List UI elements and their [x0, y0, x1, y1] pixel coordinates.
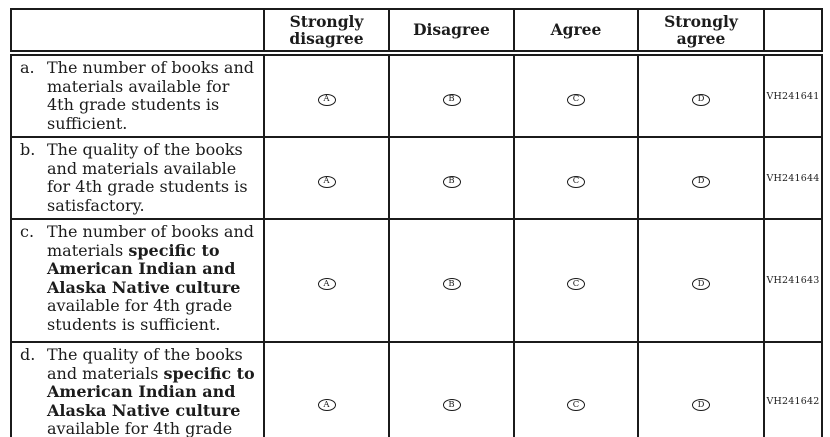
- answer-cell-disagree: B: [388, 218, 515, 343]
- header-disagree: Disagree: [388, 8, 515, 56]
- table-row: a. The number of books and materials avai…: [10, 52, 823, 138]
- header-strongly-disagree: Strongly disagree: [263, 8, 390, 56]
- header-strongly-agree: Strongly agree: [637, 8, 765, 56]
- statement-cell: b. The quality of the books and materials…: [10, 136, 265, 220]
- answer-bubble-c[interactable]: C: [567, 278, 585, 291]
- statement-text: The number of books and materials availa…: [47, 58, 254, 133]
- table-row: d. The quality of the books and materials…: [10, 341, 823, 437]
- answer-bubble-b[interactable]: B: [442, 399, 461, 412]
- header-code-cell: [763, 8, 823, 56]
- header-corner-cell: [10, 8, 265, 56]
- statement-text: The number of books and materials specif…: [47, 222, 254, 334]
- answer-cell-disagree: B: [388, 136, 515, 220]
- answer-bubble-b[interactable]: B: [442, 93, 461, 106]
- row-letter: c.: [20, 222, 35, 241]
- row-letter: d.: [20, 345, 36, 364]
- answer-bubble-a[interactable]: A: [317, 175, 336, 188]
- answer-cell-strongly-disagree: A: [263, 218, 390, 343]
- answer-cell-disagree: B: [388, 341, 515, 437]
- header-agree: Agree: [513, 8, 639, 56]
- table-header-row: Strongly disagree Disagree Agree Strongl…: [10, 8, 823, 56]
- answer-bubble-c[interactable]: C: [567, 175, 585, 188]
- answer-cell-strongly-disagree: A: [263, 136, 390, 220]
- answer-bubble-d[interactable]: D: [692, 175, 710, 188]
- answer-bubble-d[interactable]: D: [692, 278, 710, 291]
- statement-cell: a. The number of books and materials avai…: [10, 52, 265, 138]
- statement-cell: c. The number of books and materials spec…: [10, 218, 265, 343]
- answer-cell-strongly-disagree: A: [263, 52, 390, 138]
- answer-bubble-b[interactable]: B: [442, 278, 461, 291]
- answer-bubble-d[interactable]: D: [692, 93, 710, 106]
- variable-code: VH241641: [763, 52, 823, 138]
- answer-bubble-b[interactable]: B: [442, 175, 461, 188]
- variable-code: VH241643: [763, 218, 823, 343]
- answer-cell-agree: C: [513, 136, 639, 220]
- answer-bubble-c[interactable]: C: [567, 93, 585, 106]
- answer-cell-disagree: B: [388, 52, 515, 138]
- answer-bubble-a[interactable]: A: [317, 399, 336, 412]
- answer-bubble-c[interactable]: C: [567, 399, 585, 412]
- statement-text: The quality of the books and materials s…: [47, 345, 255, 437]
- variable-code: VH241644: [763, 136, 823, 220]
- variable-code: VH241642: [763, 341, 823, 437]
- answer-bubble-a[interactable]: A: [317, 278, 336, 291]
- answer-cell-strongly-agree: D: [637, 218, 765, 343]
- table-row: c. The number of books and materials spec…: [10, 218, 823, 343]
- row-letter: b.: [20, 140, 36, 159]
- answer-bubble-d[interactable]: D: [692, 399, 710, 412]
- answer-cell-strongly-agree: D: [637, 341, 765, 437]
- answer-cell-agree: C: [513, 341, 639, 437]
- answer-bubble-a[interactable]: A: [317, 93, 336, 106]
- answer-cell-strongly-agree: D: [637, 52, 765, 138]
- questionnaire-table: Strongly disagree Disagree Agree Strongl…: [10, 8, 823, 437]
- statement-text: The quality of the books and materials a…: [47, 140, 248, 215]
- answer-cell-agree: C: [513, 218, 639, 343]
- row-letter: a.: [20, 58, 35, 77]
- question-rows: a. The number of books and materials avai…: [10, 52, 823, 437]
- table-row: b. The quality of the books and materials…: [10, 136, 823, 220]
- statement-cell: d. The quality of the books and materials…: [10, 341, 265, 437]
- answer-cell-agree: C: [513, 52, 639, 138]
- answer-cell-strongly-disagree: A: [263, 341, 390, 437]
- answer-cell-strongly-agree: D: [637, 136, 765, 220]
